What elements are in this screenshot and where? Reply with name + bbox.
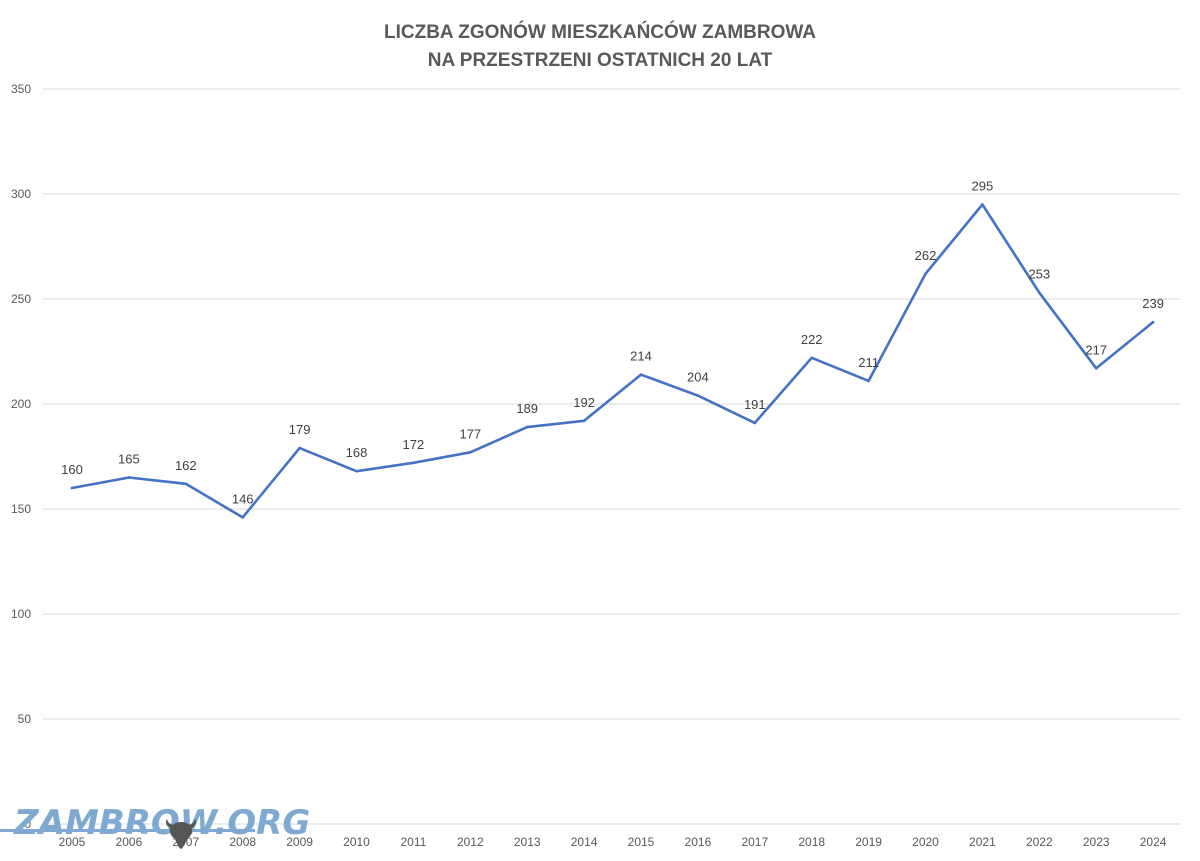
y-tick-label: 0 [24, 817, 31, 831]
y-tick-label: 300 [11, 187, 31, 201]
data-label: 189 [516, 401, 538, 416]
y-axis-ticks: 0 50 100 150 200 250 300 350 [11, 82, 31, 831]
data-label: 217 [1085, 342, 1107, 357]
x-tick-label: 2022 [1026, 835, 1053, 849]
chart-title: LICZBA ZGONÓW MIESZKAŃCÓW ZAMBROWA NA PR… [384, 21, 816, 71]
watermark-logo: ZAMBROW.ORG [0, 803, 310, 849]
data-point [1038, 291, 1041, 295]
data-label: 211 [858, 355, 879, 370]
x-tick-label: 2019 [855, 835, 882, 849]
watermark-underline [0, 829, 255, 832]
data-point [1094, 367, 1098, 370]
data-point [867, 379, 870, 383]
data-label: 146 [232, 491, 254, 506]
x-tick-label: 2010 [343, 835, 370, 849]
y-tick-label: 150 [11, 502, 31, 516]
x-tick-label: 2018 [798, 835, 825, 849]
data-point [127, 476, 131, 479]
chart-title-line-1: LICZBA ZGONÓW MIESZKAŃCÓW ZAMBROWA [384, 21, 816, 43]
data-point [639, 373, 643, 376]
data-label: 179 [289, 422, 311, 437]
data-label: 262 [915, 248, 937, 263]
y-tick-label: 50 [18, 712, 32, 726]
x-tick-label: 2013 [514, 835, 541, 849]
y-tick-label: 200 [11, 397, 31, 411]
data-point [298, 446, 301, 450]
data-label: 239 [1142, 296, 1164, 311]
x-tick-label: 2023 [1083, 835, 1110, 849]
data-label: 191 [744, 397, 766, 412]
x-tick-label: 2016 [685, 835, 712, 849]
x-tick-label: 2011 [400, 835, 426, 849]
x-tick-label: 2014 [571, 835, 598, 849]
x-tick-label: 2024 [1140, 835, 1167, 849]
data-labels: 160 165 162 146 179 168 172 177 189 192 214 204 191 2… [61, 179, 1164, 507]
gridlines [43, 88, 1180, 825]
data-point [241, 516, 244, 519]
data-label: 165 [118, 452, 140, 467]
data-label: 192 [573, 395, 595, 410]
x-tick-label: 2020 [912, 835, 939, 849]
x-tick-label: 2021 [969, 835, 996, 849]
series-layer [70, 203, 1155, 519]
x-tick-label: 2012 [457, 835, 484, 849]
x-tick-label: 2015 [628, 835, 655, 849]
data-point [355, 469, 358, 473]
data-label: 172 [403, 437, 425, 452]
data-point [753, 421, 757, 425]
y-tick-label: 350 [11, 82, 31, 96]
x-tick-label: 2008 [229, 835, 256, 849]
data-point [582, 419, 586, 423]
y-tick-label: 250 [11, 292, 31, 306]
data-label: 214 [630, 349, 652, 364]
x-tick-label: 2005 [59, 835, 86, 849]
data-point [810, 356, 813, 360]
data-label: 168 [346, 445, 368, 460]
data-point [412, 461, 415, 465]
data-label: 222 [801, 332, 823, 347]
x-axis-ticks: 2005 2006 2007 2008 2009 2010 2011 2012 2013 2014… [59, 835, 1167, 849]
x-tick-label: 2017 [741, 835, 768, 849]
watermark-text: ZAMBROW.ORG [13, 803, 310, 843]
data-point [981, 203, 984, 206]
data-label: 162 [175, 458, 197, 473]
data-point [184, 482, 188, 486]
x-tick-label: 2009 [286, 835, 313, 849]
data-label: 253 [1028, 267, 1050, 282]
data-label: 177 [459, 426, 481, 441]
series-line [71, 203, 1154, 519]
y-tick-label: 100 [11, 607, 31, 621]
data-point [924, 272, 927, 276]
x-tick-label: 2006 [116, 835, 143, 849]
bison-head-icon [166, 819, 196, 849]
data-point [525, 425, 529, 429]
chart-title-line-2: NA PRZESTRZENI OSTATNICH 20 LAT [428, 50, 773, 71]
data-point [1151, 320, 1155, 324]
data-label: 160 [61, 462, 83, 477]
data-point [70, 486, 74, 490]
data-label: 204 [687, 370, 709, 385]
data-label: 295 [972, 179, 994, 194]
data-point [696, 394, 700, 397]
data-point [469, 451, 472, 454]
